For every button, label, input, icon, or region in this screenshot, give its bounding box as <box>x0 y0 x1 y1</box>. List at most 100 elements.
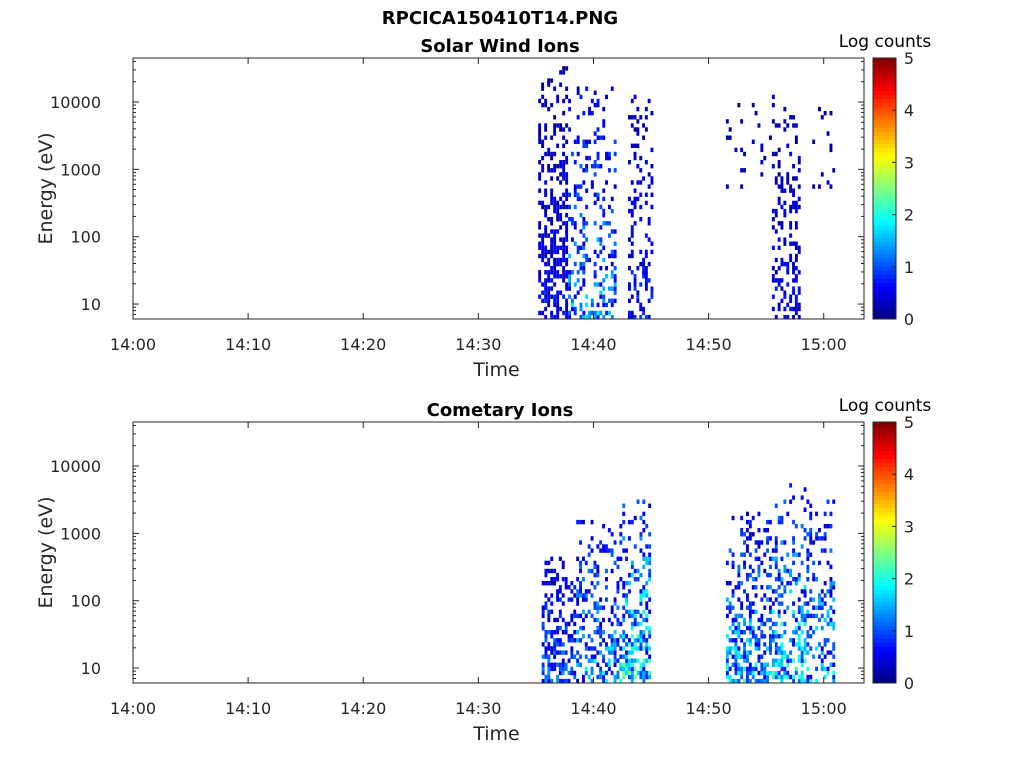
colorbar-swatch <box>873 581 896 586</box>
heatmap-cell <box>568 294 571 299</box>
heatmap-cell <box>576 662 580 667</box>
heatmap-cell <box>579 266 583 271</box>
heatmap-cell <box>556 98 560 104</box>
heatmap-cell <box>633 666 637 672</box>
heatmap-cell <box>818 593 821 598</box>
heatmap-cell <box>544 638 548 643</box>
colorbar-swatch <box>873 483 896 488</box>
heatmap-cell <box>628 196 631 202</box>
heatmap-cell <box>630 560 634 566</box>
heatmap-cell <box>774 634 778 639</box>
heatmap-cell <box>774 270 778 275</box>
heatmap-cell <box>630 115 634 120</box>
heatmap-cell <box>800 544 804 549</box>
heatmap-cell <box>818 184 821 189</box>
panel-title: Cometary Ions <box>427 400 574 421</box>
heatmap-cell <box>777 515 781 521</box>
heatmap-cell <box>553 151 557 157</box>
heatmap-cell <box>599 282 603 287</box>
heatmap-cell <box>794 123 798 128</box>
heatmap-cell <box>590 111 594 116</box>
heatmap-cell <box>558 613 562 619</box>
y-tick-label: 1000 <box>60 524 101 543</box>
heatmap-cell <box>777 282 781 287</box>
heatmap-cell <box>769 564 772 570</box>
heatmap-cell <box>573 621 577 627</box>
colorbar-swatch <box>873 168 896 173</box>
heatmap-cell <box>590 180 594 185</box>
heatmap-cell <box>582 597 585 602</box>
heatmap-cell <box>737 102 741 108</box>
heatmap-cell <box>639 532 643 537</box>
heatmap-cell <box>754 577 758 582</box>
heatmap-cell <box>622 634 626 639</box>
heatmap-cell <box>559 172 563 177</box>
heatmap-cell <box>812 613 816 619</box>
heatmap-cell <box>610 670 614 676</box>
heatmap-cell <box>587 634 591 639</box>
heatmap-cell <box>559 245 563 250</box>
heatmap-cell <box>628 282 631 287</box>
heatmap-cell <box>613 278 617 283</box>
heatmap-cell <box>792 200 795 206</box>
heatmap-cell <box>774 257 778 263</box>
heatmap-cell <box>593 314 597 320</box>
colorbar-swatch <box>873 593 896 598</box>
heatmap-cell <box>582 217 586 222</box>
heatmap-cell <box>570 646 574 651</box>
heatmap-cell <box>608 204 611 210</box>
heatmap-cell <box>538 139 542 144</box>
heatmap-cell <box>639 536 643 541</box>
heatmap-cell <box>541 605 545 610</box>
heatmap-cell <box>760 540 764 545</box>
heatmap-cell <box>585 204 589 210</box>
heatmap-cell <box>616 674 620 680</box>
heatmap-cell <box>809 503 813 508</box>
heatmap-cell <box>797 196 801 202</box>
heatmap-cell <box>547 617 551 623</box>
heatmap-cell <box>820 115 824 120</box>
heatmap-cell <box>820 650 824 655</box>
heatmap-cell <box>562 294 566 299</box>
heatmap-cell <box>766 528 769 533</box>
colorbar-swatch <box>873 617 896 623</box>
heatmap-cell <box>737 621 741 627</box>
heatmap-cell <box>579 261 583 267</box>
heatmap-cell <box>599 290 603 295</box>
heatmap-cell <box>797 552 801 557</box>
heatmap-cell <box>633 274 637 279</box>
colorbar-swatch <box>873 270 896 275</box>
heatmap-cell <box>610 302 614 308</box>
heatmap-cell <box>558 642 562 647</box>
heatmap-cell <box>630 253 634 259</box>
colorbar-swatch <box>873 111 896 116</box>
heatmap-cell <box>740 528 744 533</box>
heatmap-cell <box>774 674 778 680</box>
heatmap-cell <box>582 233 586 238</box>
heatmap-cell <box>751 634 755 639</box>
heatmap-cell <box>829 593 833 598</box>
heatmap-cell <box>562 253 566 259</box>
heatmap-cell <box>630 229 634 234</box>
heatmap-cell <box>760 147 764 153</box>
heatmap-cell <box>809 515 813 521</box>
heatmap-cell <box>725 654 729 659</box>
heatmap-cell <box>818 642 821 647</box>
heatmap-cell <box>728 678 732 684</box>
colorbar-swatch <box>873 306 896 312</box>
heatmap-cell <box>608 233 611 238</box>
colorbar-swatch <box>873 217 896 222</box>
heatmap-cell <box>550 237 554 242</box>
heatmap-cell <box>774 556 778 561</box>
heatmap-cell <box>786 658 790 663</box>
heatmap-cell <box>553 261 557 267</box>
heatmap-cell <box>582 253 586 259</box>
heatmap-cell <box>820 666 824 672</box>
heatmap-cell <box>633 143 637 148</box>
heatmap-cell <box>792 261 795 267</box>
heatmap-cell <box>553 249 557 255</box>
heatmap-cell <box>562 266 566 271</box>
heatmap-cell <box>602 314 606 320</box>
heatmap-cell <box>633 515 637 521</box>
heatmap-cell <box>628 298 631 303</box>
